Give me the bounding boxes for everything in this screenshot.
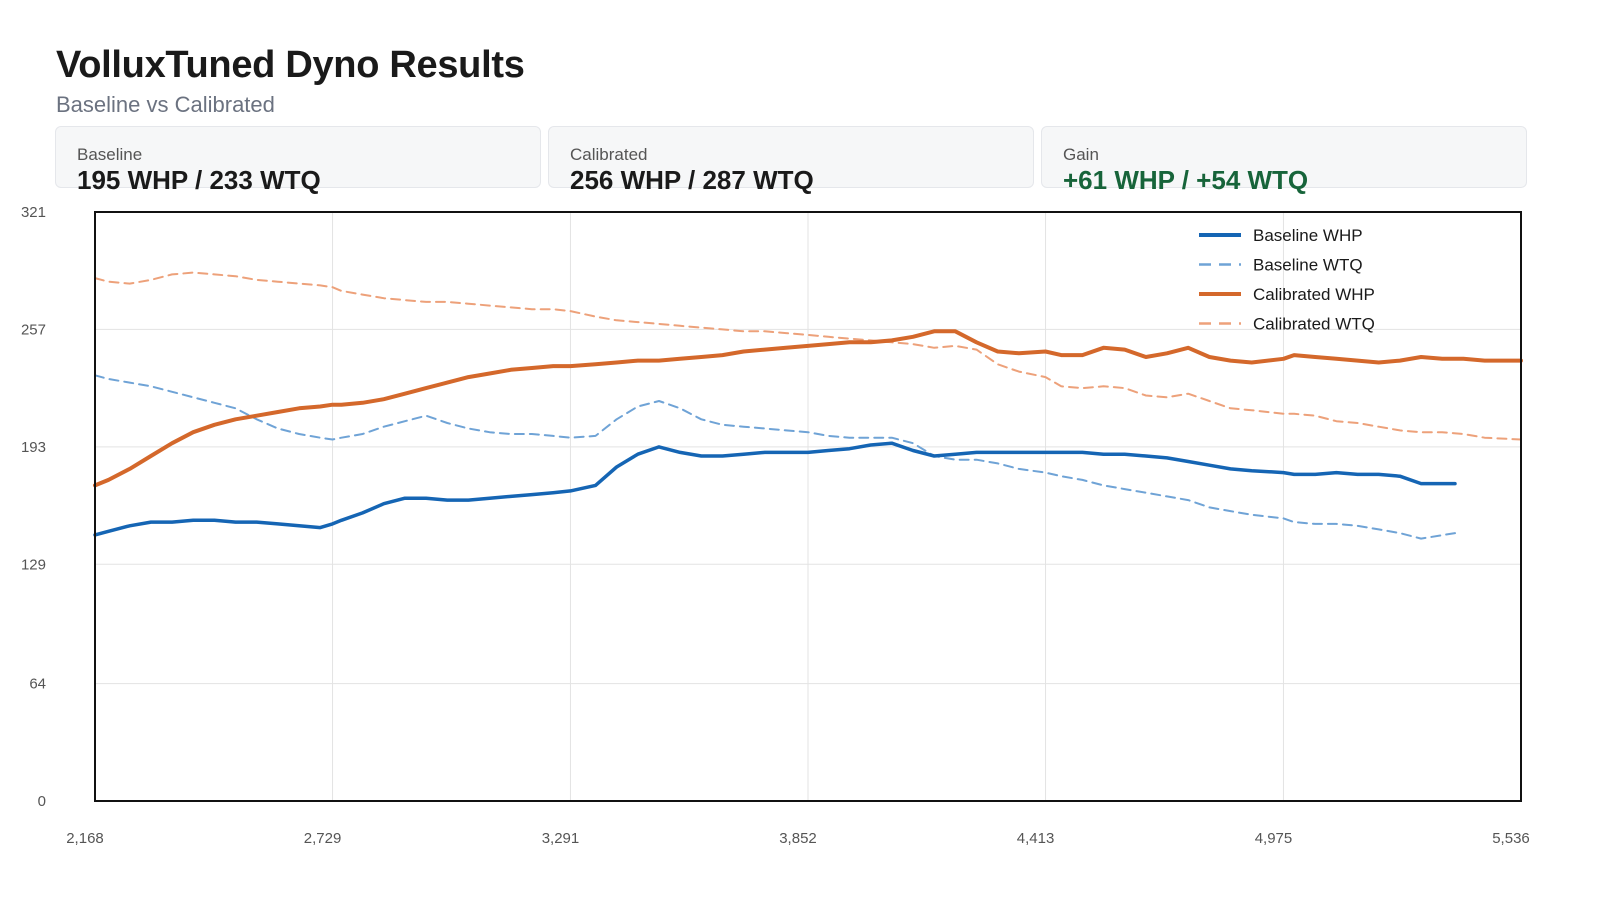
- baseline-summary-card: Baseline 195 WHP / 233 WTQ: [55, 126, 541, 195]
- x-tick-label: 3,852: [779, 830, 817, 847]
- series-line-baseline-whp: [93, 441, 1457, 537]
- y-tick-label: 193: [21, 439, 46, 456]
- card-value: +61 WHP / +54 WTQ: [1063, 165, 1309, 195]
- x-tick-label: 2,729: [304, 830, 342, 847]
- calibrated-summary-card: Calibrated 256 WHP / 287 WTQ: [548, 126, 1034, 195]
- y-tick-label: 129: [21, 556, 46, 573]
- series-line-calibrated-wtq: [94, 271, 1522, 441]
- x-tick-label: 4,975: [1255, 830, 1293, 847]
- legend-label: Baseline WHP: [1253, 226, 1363, 245]
- x-tick-label: 4,413: [1017, 830, 1055, 847]
- y-tick-label: 0: [38, 793, 46, 810]
- y-tick-label: 64: [29, 676, 46, 693]
- card-label: Gain: [1063, 145, 1099, 164]
- card-value: 195 WHP / 233 WTQ: [77, 165, 321, 195]
- card-value: 256 WHP / 287 WTQ: [570, 165, 814, 195]
- plot-frame: [94, 211, 1522, 802]
- series-line-baseline-wtq: [94, 374, 1456, 540]
- card-label: Calibrated: [570, 145, 648, 164]
- legend-label: Baseline WTQ: [1253, 256, 1363, 275]
- x-tick-label: 5,536: [1492, 830, 1530, 847]
- gain-summary-card: Gain +61 WHP / +54 WTQ: [1041, 126, 1527, 195]
- series-line-calibrated-whp: [93, 329, 1523, 488]
- y-tick-label: 257: [21, 321, 46, 338]
- card-label: Baseline: [77, 145, 143, 164]
- page-title: VolluxTuned Dyno Results: [56, 44, 525, 86]
- x-tick-label: 2,168: [66, 830, 104, 847]
- x-tick-label: 3,291: [542, 830, 580, 847]
- page-subtitle: Baseline vs Calibrated: [56, 92, 275, 117]
- legend-label: Calibrated WHP: [1253, 285, 1375, 304]
- legend-label: Calibrated WTQ: [1253, 315, 1375, 334]
- y-tick-label: 321: [21, 204, 46, 221]
